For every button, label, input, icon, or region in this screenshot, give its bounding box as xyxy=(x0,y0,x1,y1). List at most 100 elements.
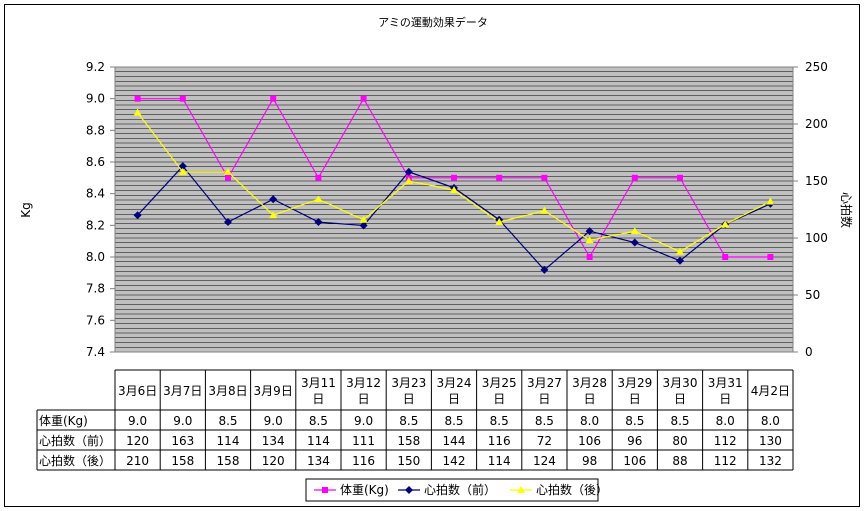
y-tick-label-left: 8.6 xyxy=(86,155,105,169)
data-point-weight xyxy=(360,95,367,102)
table-cell: 163 xyxy=(171,434,194,448)
data-point-hr-before xyxy=(630,238,639,247)
data-point-hr-after xyxy=(766,197,775,205)
data-point-weight xyxy=(677,174,683,181)
table-cell: 96 xyxy=(627,434,642,448)
y-tick-label-right: 0 xyxy=(805,345,813,359)
table-cell: 130 xyxy=(759,434,782,448)
table-cell: 150 xyxy=(397,454,420,468)
table-cell: 112 xyxy=(714,434,737,448)
table-cell: 114 xyxy=(307,434,330,448)
table-cell: 111 xyxy=(352,434,375,448)
data-point-hr-before xyxy=(540,265,549,274)
category-label: 3月7日 xyxy=(163,384,202,398)
category-label: 3月29 日 xyxy=(617,376,652,406)
data-point-weight xyxy=(541,174,548,181)
table-cell: 116 xyxy=(352,454,375,468)
y-tick-label-left: 9.0 xyxy=(86,92,105,106)
data-point-weight xyxy=(451,174,457,181)
table-cell: 8.5 xyxy=(218,414,237,428)
table-cell: 8.5 xyxy=(670,414,689,428)
table-cell: 132 xyxy=(759,454,782,468)
category-label: 3月23 日 xyxy=(391,376,426,406)
data-point-hr-after xyxy=(630,227,639,235)
table-cell: 72 xyxy=(537,434,552,448)
y-tick-label-right: 100 xyxy=(805,231,828,245)
category-label: 3月30 日 xyxy=(663,376,698,406)
table-cell: 158 xyxy=(171,454,194,468)
data-point-weight xyxy=(767,254,774,260)
y-tick-label-right: 200 xyxy=(805,117,828,131)
data-point-hr-before xyxy=(359,221,368,230)
table-cell: 120 xyxy=(126,434,149,448)
table-cell: 158 xyxy=(397,434,420,448)
data-point-hr-after xyxy=(224,167,232,175)
legend-label-weight: 体重(Kg) xyxy=(340,483,389,497)
data-point-hr-after xyxy=(178,167,187,175)
table-cell: 9.0 xyxy=(264,414,283,428)
y-tick-label-left: 8.4 xyxy=(86,187,105,201)
category-label: 3月11 日 xyxy=(301,376,336,406)
category-label: 3月27 日 xyxy=(527,376,562,406)
data-point-hr-after xyxy=(585,236,594,244)
data-point-hr-after xyxy=(495,218,504,226)
legend-label-hr-before: 心拍数（前） xyxy=(424,482,496,497)
y-tick-label-left: 7.8 xyxy=(86,282,105,296)
data-point-weight xyxy=(496,174,503,181)
data-point-weight xyxy=(225,174,231,181)
legend: 体重(Kg) 心拍数（前） 心拍数（後） xyxy=(305,478,608,502)
data-point-hr-after xyxy=(540,206,549,214)
table-cell: 144 xyxy=(443,434,466,448)
data-point-hr-after xyxy=(359,215,368,223)
y-tick-label-left: 7.6 xyxy=(86,313,105,327)
table-cell: 9.0 xyxy=(173,414,192,428)
category-label: 3月6日 xyxy=(118,384,157,398)
y-axis-label-right: 心拍数 xyxy=(839,192,854,228)
chart-title: アミの運動効果データ xyxy=(378,15,488,29)
table-cell: 116 xyxy=(488,434,511,448)
y-tick-label-right: 50 xyxy=(805,288,820,302)
y-axis-label-left: Kg xyxy=(19,202,33,218)
table-cell: 134 xyxy=(262,434,285,448)
table-cell: 210 xyxy=(126,454,149,468)
data-point-hr-after xyxy=(517,486,525,493)
table-cell: 8.5 xyxy=(309,414,328,428)
table-cell: 88 xyxy=(672,454,687,468)
data-point-hr-after xyxy=(676,247,684,255)
y-tick-label-left: 8.8 xyxy=(86,123,105,137)
table-cell: 158 xyxy=(217,454,240,468)
table-cell: 9.0 xyxy=(128,414,147,428)
table-cell: 106 xyxy=(623,454,646,468)
data-point-weight xyxy=(134,95,141,102)
table-cell: 142 xyxy=(443,454,466,468)
data-point-hr-before xyxy=(404,167,413,176)
data-point-weight xyxy=(270,95,277,102)
data-point-hr-before xyxy=(133,211,142,220)
category-label: 3月9日 xyxy=(254,384,293,398)
table-row-label: 体重(Kg) xyxy=(39,414,88,428)
category-label: 4月2日 xyxy=(751,384,790,398)
data-point-weight xyxy=(586,254,593,260)
table-cell: 8.5 xyxy=(490,414,509,428)
data-point-hr-before xyxy=(178,162,187,171)
table-cell: 80 xyxy=(672,434,687,448)
y-tick-label-right: 150 xyxy=(805,174,828,188)
table-cell: 8.0 xyxy=(580,414,599,428)
data-point-hr-after xyxy=(269,211,278,219)
table-cell: 8.5 xyxy=(444,414,463,428)
data-point-weight xyxy=(722,254,729,260)
table-cell: 114 xyxy=(488,454,511,468)
data-point-weight xyxy=(322,487,328,493)
category-label: 3月12 日 xyxy=(346,376,381,406)
table-cell: 8.5 xyxy=(399,414,418,428)
y-tick-label-left: 9.2 xyxy=(86,60,105,74)
table-cell: 106 xyxy=(578,434,601,448)
table-cell: 112 xyxy=(714,454,737,468)
data-point-hr-before xyxy=(314,218,323,227)
category-label: 3月31 日 xyxy=(708,376,743,406)
y-tick-label-right: 250 xyxy=(805,60,828,74)
table-cell: 134 xyxy=(307,454,330,468)
data-point-hr-before xyxy=(224,218,232,227)
table-cell: 120 xyxy=(262,454,285,468)
